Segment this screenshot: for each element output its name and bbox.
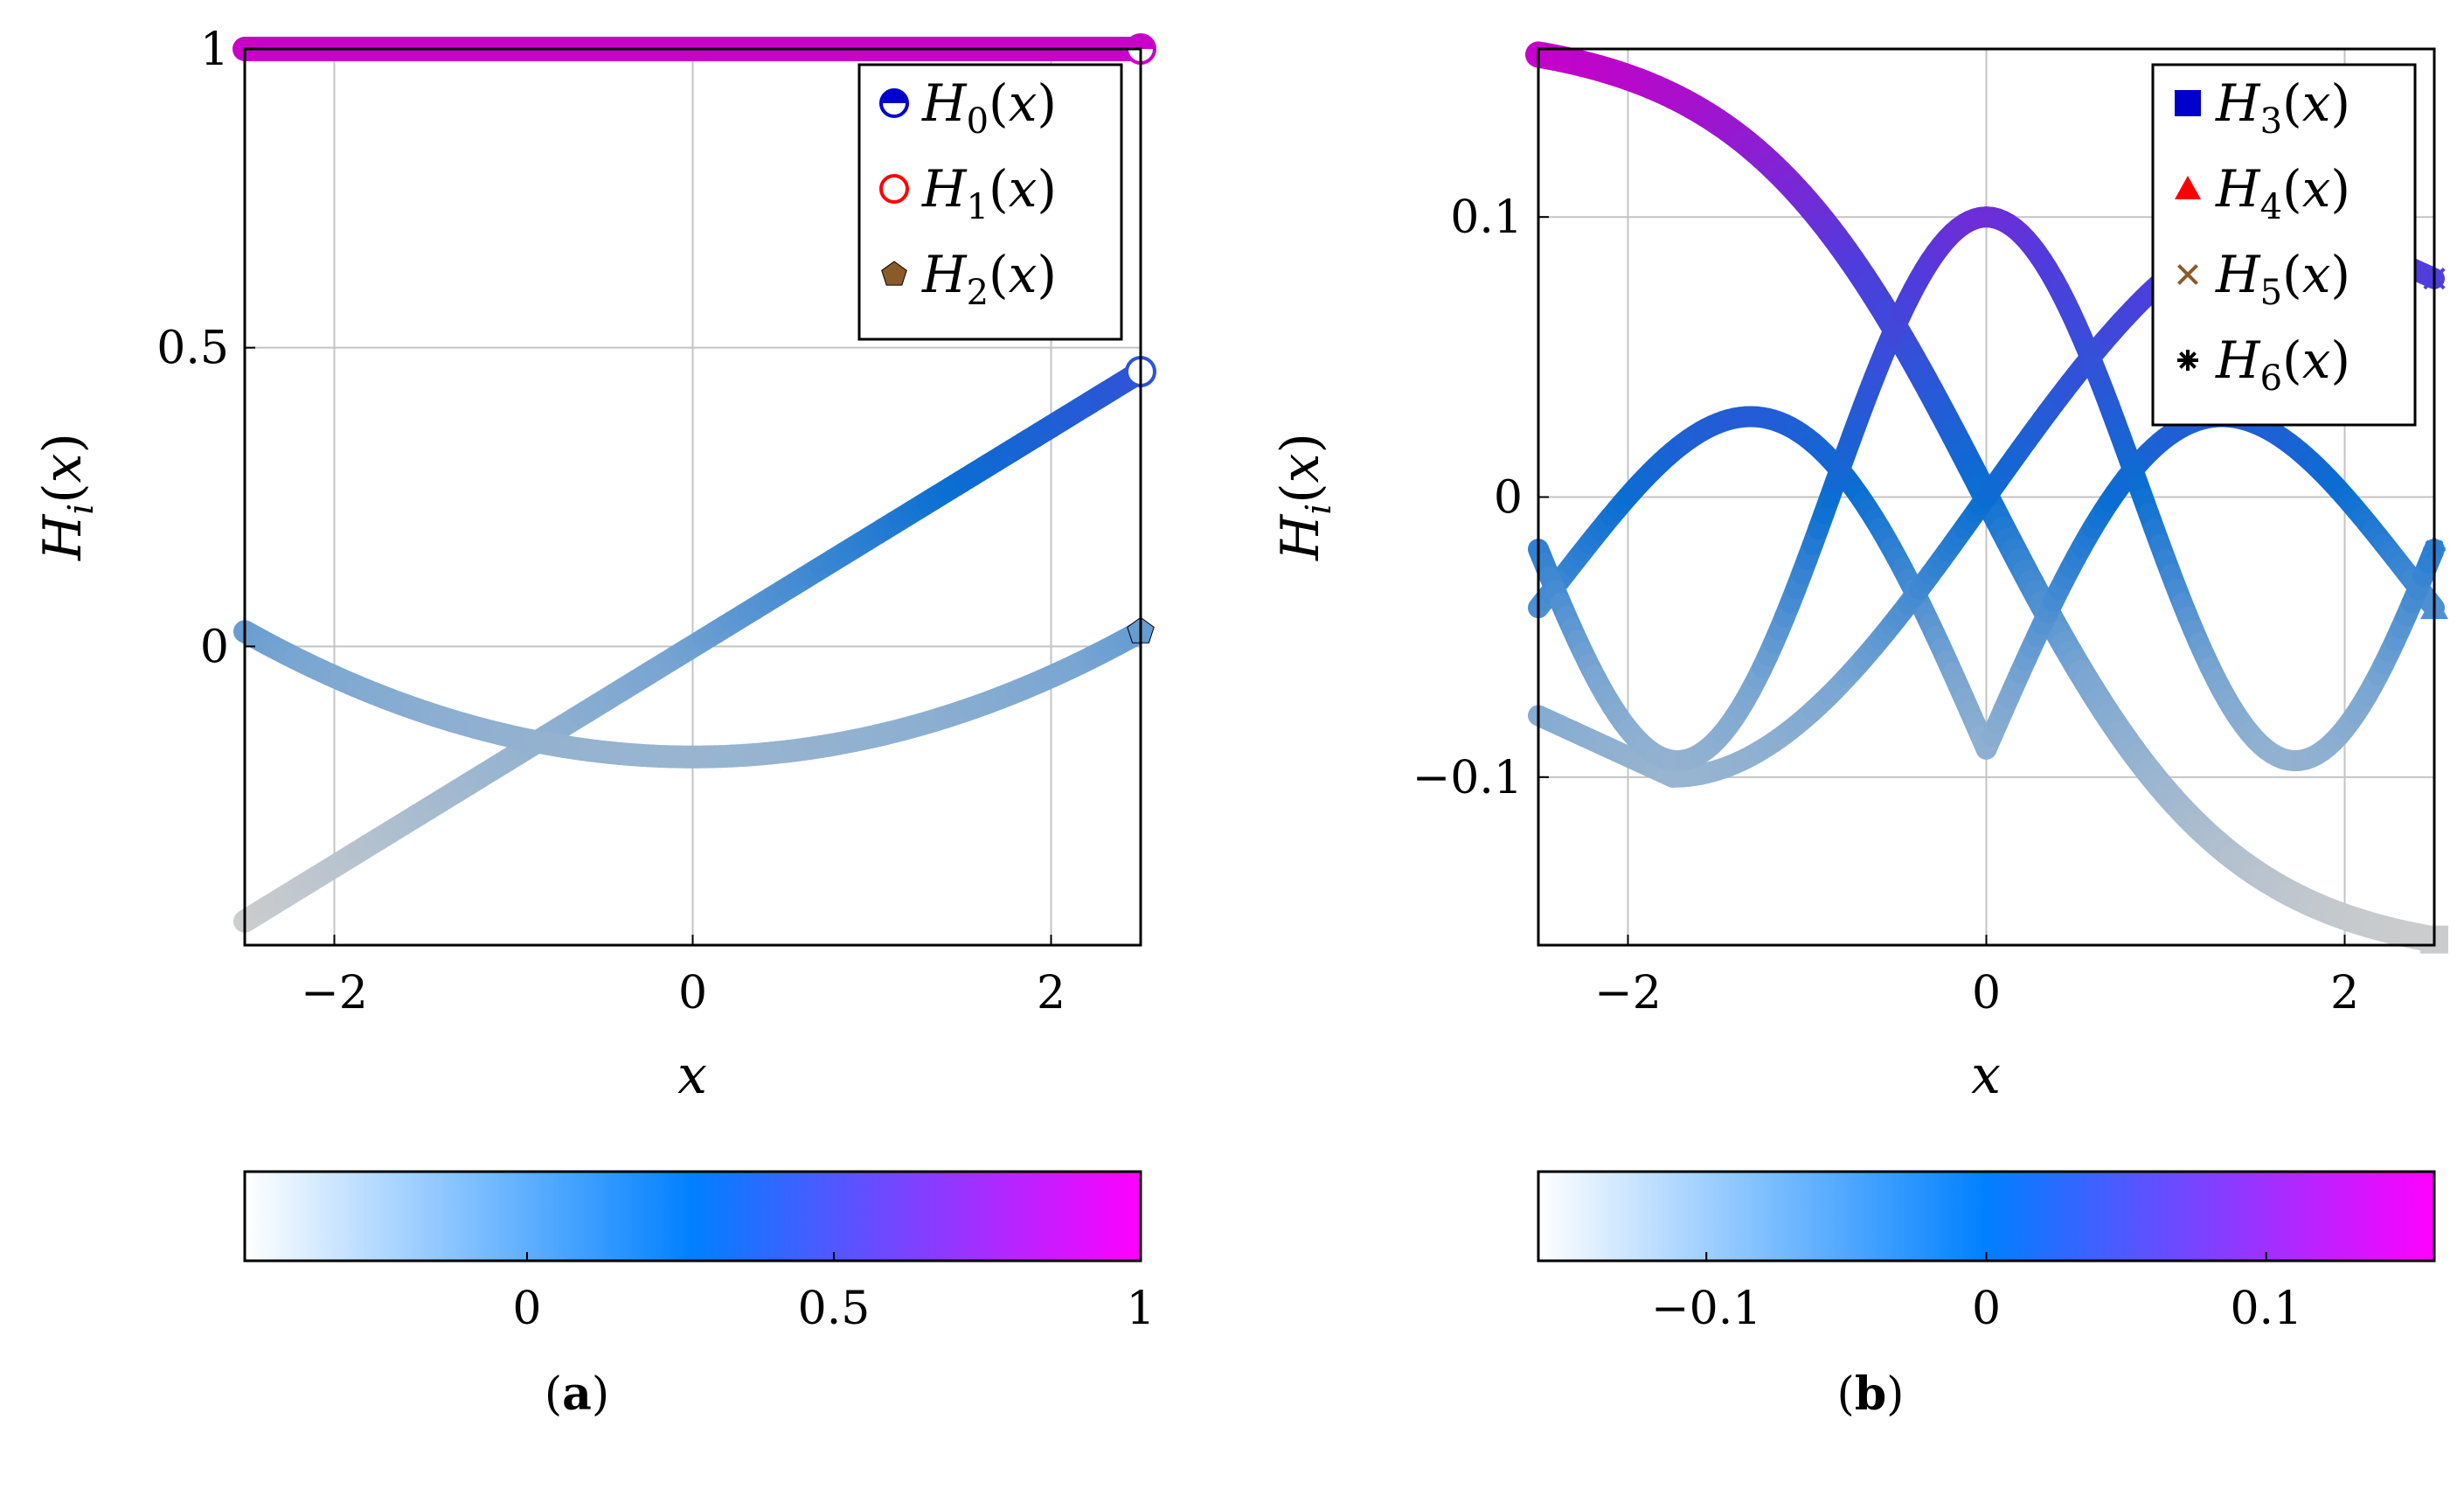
series-h4 (1538, 416, 2448, 748)
colorbar-tick-label-2: 0.1 (2230, 1283, 2302, 1335)
legend-marker-h0 (881, 90, 907, 116)
legend-label-h0: H0(x) (921, 73, 1057, 142)
legend-marker-h6 (2177, 350, 2198, 371)
y-tick-label-1: 0 (1494, 472, 1523, 525)
legend-label-h1: H1(x) (921, 159, 1057, 227)
x-tick-label-1: 0 (678, 967, 707, 1019)
y-tick-label-1: 0.5 (156, 323, 229, 375)
xticks-a: −2 0 2 (301, 935, 1065, 1019)
y-tick-label-2: 1 (200, 24, 229, 76)
subfigure-caption-a: (a) (545, 1367, 609, 1421)
legend-marker-h3 (2175, 90, 2201, 116)
y-axis-sub-a: i (61, 504, 101, 515)
legend-label-h5: H5(x) (2215, 245, 2350, 313)
legend-label-h2: H2(x) (921, 245, 1057, 313)
y-tick-label-0: −0.1 (1412, 752, 1523, 804)
yticks-b: −0.1 0 0.1 (1412, 191, 1549, 804)
x-axis-label-a: x (677, 1045, 707, 1106)
y-axis-label-b: Hi(x) (1270, 433, 1339, 561)
legend-label-h4: H4(x) (2215, 159, 2350, 227)
colorbar-tick-label-1: 0 (1972, 1283, 2001, 1335)
legend-label-h3: H3(x) (2215, 73, 2350, 142)
legend-b: H3(x) H4(x) H5(x) H6(x) (2153, 65, 2415, 425)
x-tick-label-2: 2 (2330, 967, 2359, 1019)
subfigure-caption-b: (b) (1837, 1367, 1905, 1421)
colorbar-tick-label-0: −0.1 (1651, 1283, 1761, 1335)
xticks-b: −2 0 2 (1594, 935, 2359, 1019)
yticks-a: 00.51 (156, 24, 255, 673)
x-tick-label-0: −2 (1594, 967, 1662, 1019)
x-tick-label-1: 0 (1972, 967, 2001, 1019)
colorbar-tick-label-1: 0.5 (798, 1283, 871, 1335)
x-axis-label-b: x (1971, 1045, 2001, 1106)
y-axis-label-a: Hi(x) (32, 433, 101, 561)
series-h1 (245, 358, 1155, 922)
y-axis-sub-b: i (1299, 504, 1339, 515)
colorbar-b: −0.1 0 0.1 (1538, 1172, 2434, 1335)
colorbar-tick-label-2: 1 (1126, 1283, 1155, 1335)
y-tick-label-2: 0.1 (1450, 191, 1523, 244)
colorbar-bar (245, 1172, 1141, 1261)
y-tick-label-0: 0 (200, 621, 229, 673)
legend-label-h6: H6(x) (2215, 331, 2350, 399)
legend-marker-h1 (881, 176, 907, 202)
x-tick-label-0: −2 (301, 967, 368, 1019)
panel-b: −2 0 2 −0.1 0 0.1 x Hi(x) H3(x) H4(x) H5(x) H6(… (1270, 49, 2448, 1421)
legend-a: H0(x) H1(x) H2(x) (859, 65, 1121, 339)
x-tick-label-2: 2 (1037, 967, 1065, 1019)
colorbar-tick-label-0: 0 (512, 1283, 541, 1335)
colorbar-bar (1538, 1172, 2434, 1261)
